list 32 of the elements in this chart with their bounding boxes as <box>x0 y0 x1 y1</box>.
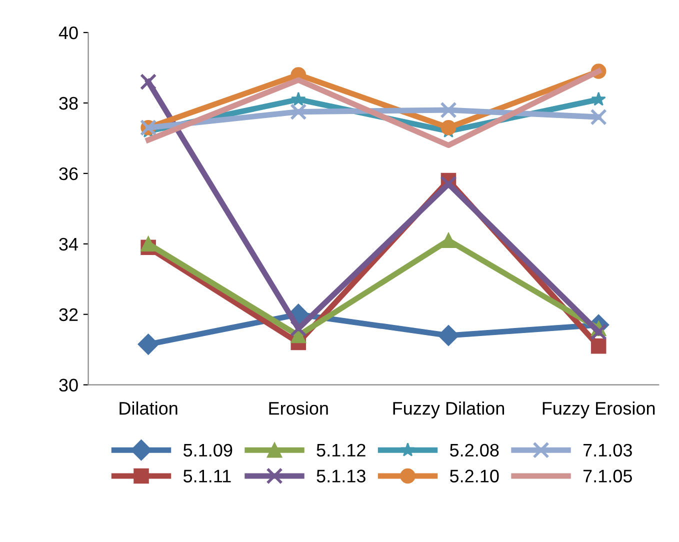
point <box>440 120 456 136</box>
point <box>140 236 156 252</box>
point <box>440 102 457 118</box>
point <box>591 92 606 106</box>
x-tick-label: Fuzzy Erosion <box>542 401 655 418</box>
point <box>138 334 159 355</box>
point <box>140 74 157 90</box>
x-tick-label: Dilation <box>120 401 178 415</box>
legend-label: 5.2.10 <box>450 470 499 482</box>
y-tick-label: 36 <box>59 167 78 180</box>
point <box>590 338 606 354</box>
y-tick-label: 30 <box>59 378 78 392</box>
y-tick-label: 38 <box>59 96 78 110</box>
legend-label: 7.1.05 <box>583 470 632 482</box>
point <box>440 232 456 248</box>
legend-label: 5.1.12 <box>316 444 366 457</box>
legend-label: 5.1.09 <box>184 444 232 457</box>
y-tick-label: 40 <box>58 26 78 40</box>
legend-label: 5.1.13 <box>316 470 366 482</box>
point <box>290 320 307 337</box>
point <box>590 324 607 340</box>
y-tick-label: 34 <box>59 238 78 251</box>
legend-label: 5.2.08 <box>450 444 499 457</box>
point <box>290 103 307 120</box>
x-tick-label: Erosion <box>269 401 328 415</box>
point <box>438 324 460 346</box>
point <box>590 108 607 126</box>
legend-label: 7.1.03 <box>583 444 632 457</box>
y-tick-label: 32 <box>59 308 78 322</box>
point <box>291 92 306 106</box>
x-tick-label: Fuzzy Dilation <box>393 401 504 418</box>
legend-label: 5.1.11 <box>184 470 231 482</box>
